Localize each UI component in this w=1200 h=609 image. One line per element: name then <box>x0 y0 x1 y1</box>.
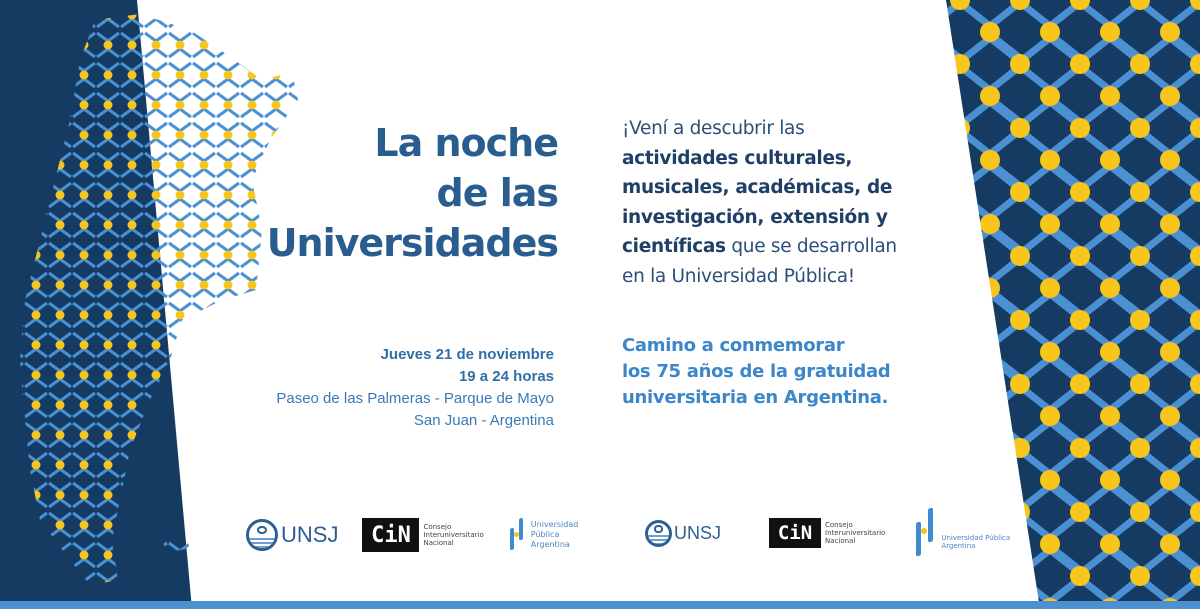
cin-text: CiN <box>769 518 822 548</box>
pitch-line: ¡Vení a descubrir las <box>622 118 805 139</box>
camino-line: universitaria en Argentina. <box>622 387 889 408</box>
unsj-emblem-icon <box>645 519 672 547</box>
event-city: San Juan - Argentina <box>413 412 554 429</box>
headline-line: de las <box>436 171 560 215</box>
camino-line: los 75 años de la gratuidad <box>622 361 891 382</box>
cin-text: CiN <box>362 518 420 552</box>
upa-text: Universidad Pública Argentina <box>531 520 579 550</box>
logo-row-right: UNSJ CiN Consejo Interuniversitario Naci… <box>645 507 1010 558</box>
pitch-line: en la Universidad Pública! <box>622 265 855 287</box>
universidad-publica-logo: Universidad Pública Argentina <box>915 507 1010 558</box>
bottom-stripe <box>0 601 1200 609</box>
event-hours: 19 a 24 horas <box>458 368 554 385</box>
pitch-line: científicas <box>622 236 726 257</box>
unsj-emblem-icon <box>246 519 278 551</box>
cin-sub-line: Interuniversitario <box>825 529 886 537</box>
camino-text: Camino a conmemorar los 75 años de la gr… <box>622 333 891 411</box>
cin-logo: CiN Consejo Interuniversitario Nacional <box>362 518 484 552</box>
event-details: Jueves 21 de noviembre 19 a 24 horas Pas… <box>276 344 554 432</box>
unsj-text: UNSJ <box>674 522 722 543</box>
cin-sub-line: Interuniversitario <box>423 531 484 539</box>
right-pattern-panel <box>946 0 1200 609</box>
cin-sub-line: Consejo <box>825 521 853 529</box>
cin-sub-line: Nacional <box>825 537 856 545</box>
universidad-publica-logo: Universidad Pública Argentina <box>509 517 579 552</box>
headline: La noche de las Universidades <box>266 118 560 268</box>
upa-mark-icon <box>915 507 937 558</box>
upa-mark-icon <box>509 517 526 552</box>
cin-logo: CiN Consejo Interuniversitario Nacional <box>769 518 885 548</box>
upa-text: Universidad Pública Argentina <box>941 534 1010 550</box>
headline-line: Universidades <box>266 221 559 265</box>
headline-line: La noche <box>374 121 559 165</box>
upa-line: Argentina <box>530 540 570 549</box>
upa-line: Universidad Pública <box>941 534 1011 542</box>
cin-subtitle: Consejo Interuniversitario Nacional <box>423 523 483 547</box>
upa-line: Universidad <box>530 520 579 529</box>
unsj-logo: UNSJ <box>246 519 338 551</box>
upa-line: Argentina <box>941 542 976 550</box>
cin-sub-line: Nacional <box>423 539 454 547</box>
event-date: Jueves 21 de noviembre <box>380 346 554 363</box>
event-place: Paseo de las Palmeras - Parque de Mayo <box>276 390 554 407</box>
pitch-line: actividades culturales, <box>622 147 853 169</box>
cin-subtitle: Consejo Interuniversitario Nacional <box>825 521 885 545</box>
unsj-text: UNSJ <box>281 522 339 547</box>
logo-row-left: UNSJ CiN Consejo Interuniversitario Naci… <box>246 517 579 552</box>
argentina-map <box>20 14 298 585</box>
pitch-line: musicales, académicas, de <box>622 177 893 198</box>
upa-line: Pública <box>530 530 560 539</box>
unsj-logo: UNSJ <box>645 519 722 547</box>
cin-sub-line: Consejo <box>423 523 452 531</box>
camino-line: Camino a conmemorar <box>622 335 845 356</box>
pitch-line: que se desarrollan <box>725 236 897 257</box>
pitch-line: investigación, extensión y <box>622 206 888 228</box>
pitch-text: ¡Vení a descubrir las actividades cultur… <box>622 114 897 291</box>
